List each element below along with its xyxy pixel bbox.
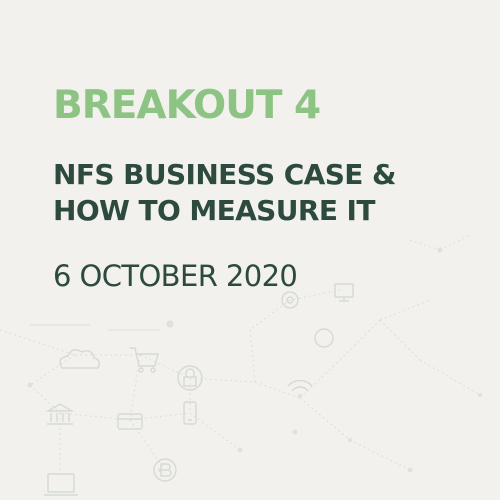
monitor-icon <box>334 283 354 302</box>
shopping-cart-icon <box>130 347 159 373</box>
wifi-icon <box>287 379 313 398</box>
laptop-icon <box>44 473 78 496</box>
signal-icon <box>314 328 334 348</box>
session-title-line-1: NFS BUSINESS CASE & <box>53 158 396 191</box>
bank-icon <box>45 403 75 425</box>
cloud-icon <box>59 349 101 369</box>
session-title-line-2: HOW TO MEASURE IT <box>53 194 375 227</box>
bitcoin-icon <box>153 458 177 482</box>
session-title: NFS BUSINESS CASE & HOW TO MEASURE IT <box>53 157 396 229</box>
target-icon <box>281 291 299 309</box>
network-nodes <box>27 247 482 473</box>
session-date: 6 OCTOBER 2020 <box>53 259 298 293</box>
smartphone-icon <box>183 401 197 425</box>
breakout-label: BREAKOUT 4 <box>53 83 321 128</box>
padlock-icon <box>177 365 203 391</box>
credit-card-icon <box>117 413 143 430</box>
